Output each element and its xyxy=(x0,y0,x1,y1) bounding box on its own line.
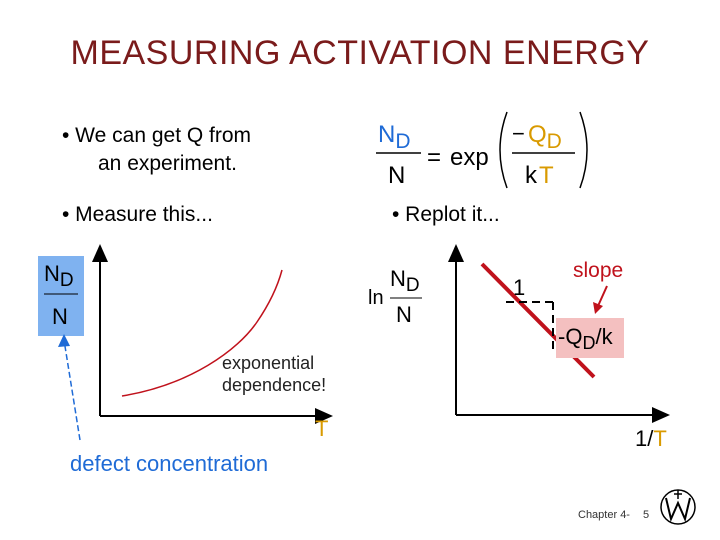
footer-chapter-text: Chapter 4- xyxy=(578,509,630,521)
eq-lhs-denominator: N xyxy=(388,162,405,189)
right-ylabel-denominator: N xyxy=(396,302,412,327)
left-ylabel-numerator: ND xyxy=(44,261,74,291)
slope-run-label: 1 xyxy=(513,275,525,300)
right-ylabel-numerator: ND xyxy=(390,266,420,296)
slope-pointer-arrowhead xyxy=(593,302,603,314)
defect-concentration-caption: defect concentration xyxy=(70,451,269,476)
left-xlabel: T xyxy=(315,416,328,441)
bullet-replot: • Replot it... xyxy=(392,203,500,226)
logo-crest-mark xyxy=(674,490,682,499)
arrhenius-equation: ND N = exp − QD kT xyxy=(376,111,588,189)
footer-chapter: Chapter 4- 5 xyxy=(578,509,649,521)
caption-pointer-arrowhead xyxy=(58,334,70,347)
eq-left-paren xyxy=(499,111,508,189)
bullet-measure: • Measure this... xyxy=(62,203,213,226)
eq-equals: = xyxy=(427,144,441,171)
slope-pointer-line xyxy=(597,285,608,307)
bullet-get-q-cont: an experiment. xyxy=(98,152,237,175)
replot-line xyxy=(480,262,596,379)
slide-title: MEASURING ACTIVATION ENERGY xyxy=(70,34,650,72)
logo-w-mark xyxy=(665,497,691,523)
university-logo xyxy=(660,489,696,525)
left-ylabel-box xyxy=(38,256,84,336)
bullet-get-q: • We can get Q from xyxy=(62,124,252,147)
slope-value: -QD/k xyxy=(558,324,614,353)
right-plot: ln ND N 1/T 1 slope -QD/k xyxy=(368,244,670,451)
right-xlabel: 1/T xyxy=(635,426,667,451)
eq-right-paren xyxy=(579,111,588,189)
slope-label: slope xyxy=(573,259,623,282)
eq-exp: exp xyxy=(450,144,489,171)
eq-minus: − xyxy=(512,121,525,146)
slope-value-box xyxy=(556,318,624,358)
curve-note: exponential dependence! xyxy=(222,352,326,396)
right-ylabel-ln: ln xyxy=(368,287,384,309)
curve-note-line-1: exponential xyxy=(222,353,315,373)
exponential-curve xyxy=(121,269,283,397)
left-plot: ND N T xyxy=(38,244,333,441)
eq-lhs-numerator: ND xyxy=(378,121,411,153)
footer-page-number: 5 xyxy=(643,509,650,521)
eq-rhs-denominator: kT xyxy=(525,162,554,189)
caption-pointer-line xyxy=(63,339,81,441)
eq-rhs-numerator: QD xyxy=(528,121,562,153)
left-ylabel-denominator: N xyxy=(52,304,68,329)
curve-note-line-2: dependence! xyxy=(222,375,327,395)
